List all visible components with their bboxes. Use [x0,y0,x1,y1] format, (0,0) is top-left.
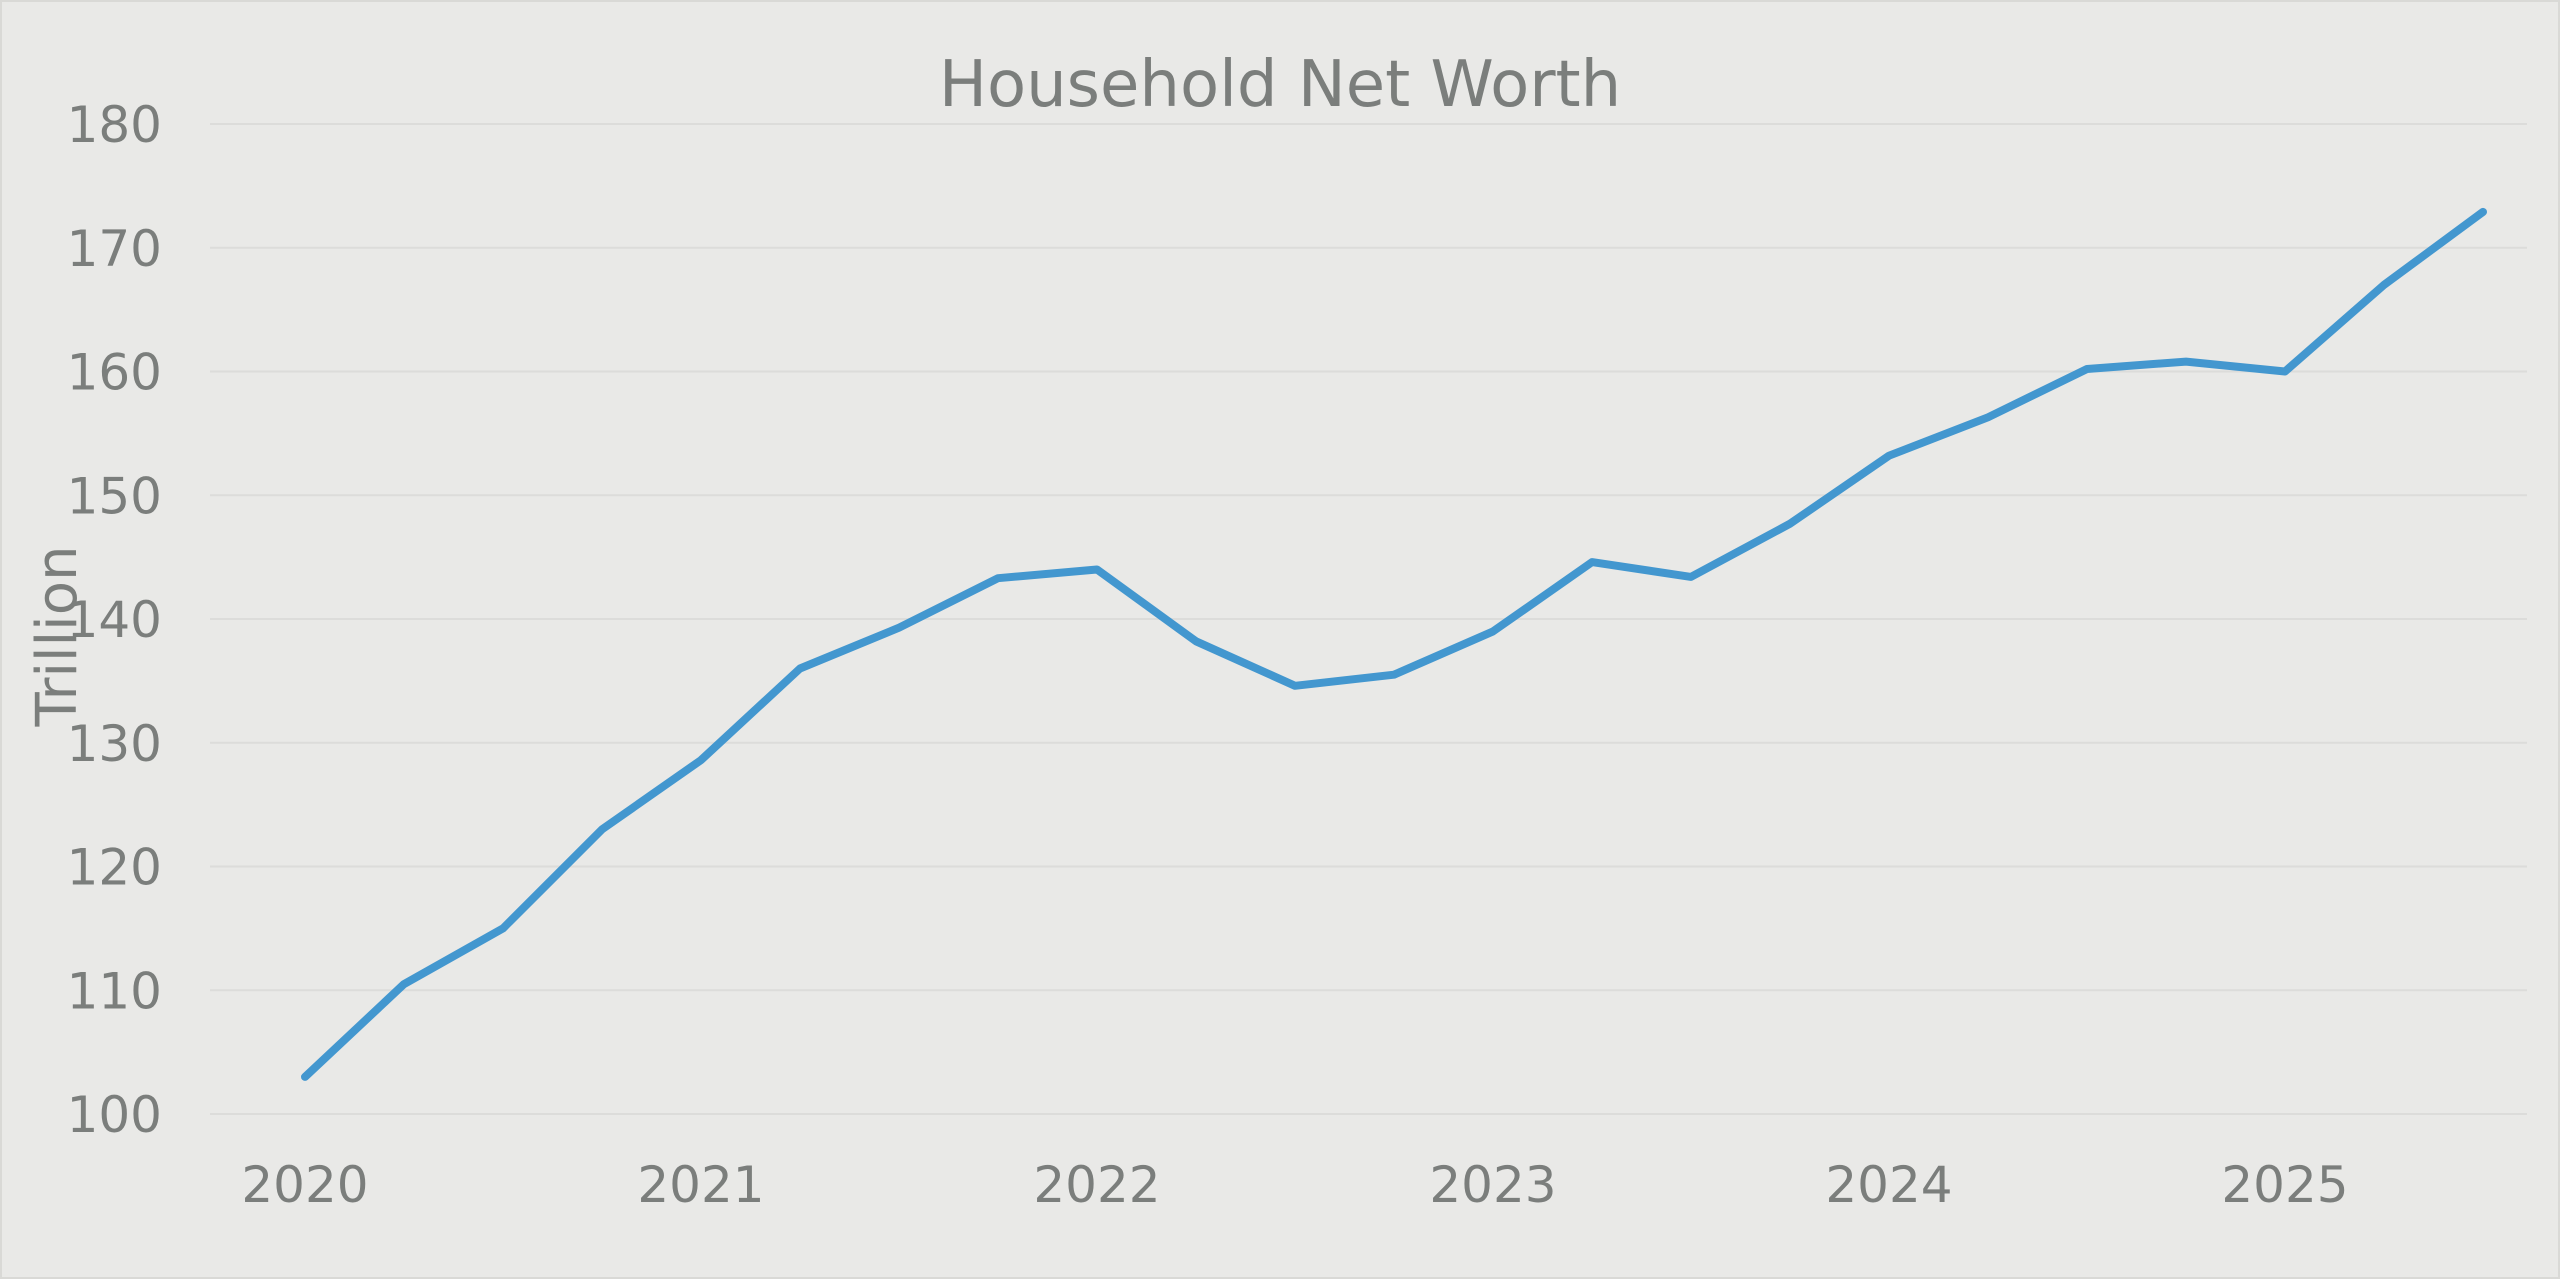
x-tick-label: 2023 [1429,1156,1556,1214]
y-tick-label: 100 [67,1086,162,1144]
y-tick-label: 110 [67,962,162,1020]
x-tick-label: 2021 [637,1156,764,1214]
y-axis-label: Trillion [25,546,90,728]
series-layer [301,207,2487,1081]
series-line-0 [301,207,2487,1081]
y-tick-label: 160 [67,344,162,402]
x-tick-label: 2025 [2221,1156,2348,1214]
y-tick-label: 140 [67,591,162,649]
chart-title: Household Net Worth [939,48,1621,122]
y-tick-label: 180 [67,96,162,154]
x-axis-ticks: 2020 2021 2022 2023 2024 2025 [241,1156,2348,1214]
y-tick-label: 130 [67,715,162,773]
x-tick-label: 2024 [1825,1156,1952,1214]
y-tick-label: 150 [67,467,162,525]
gridlines [210,123,2527,1115]
x-tick-label: 2022 [1033,1156,1160,1214]
y-axis-ticks: 100 110 120 130 140 150 160 170 180 [67,96,162,1144]
y-tick-label: 170 [67,220,162,278]
x-tick-label: 2020 [241,1156,368,1214]
y-tick-label: 120 [67,839,162,897]
